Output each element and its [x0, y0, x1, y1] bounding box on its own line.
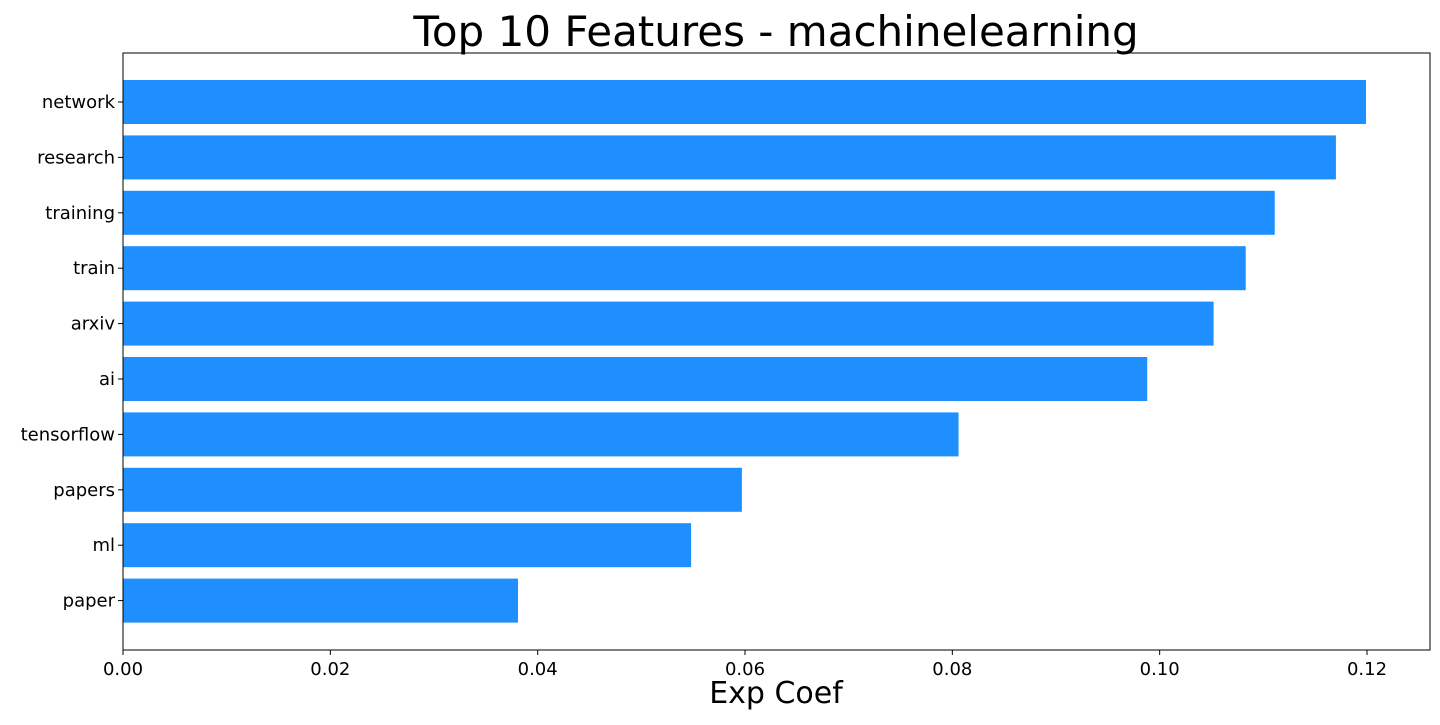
- plot-area-frame: [122, 52, 1431, 651]
- y-tick-label: ml: [92, 535, 115, 556]
- y-tick-label: tensorflow: [21, 424, 115, 445]
- y-tick-label: ai: [99, 369, 115, 390]
- x-tick-label: 0.06: [725, 659, 765, 680]
- bar-research: [123, 135, 1336, 180]
- y-tick-label: arxiv: [71, 314, 116, 335]
- bar-train: [123, 246, 1246, 291]
- bar-arxiv: [123, 301, 1214, 346]
- x-tick-label: 0.08: [932, 659, 972, 680]
- chart-title: Top 10 Features - machinelearning: [412, 7, 1138, 56]
- y-tick-label: paper: [63, 591, 116, 612]
- bar-network: [123, 80, 1366, 124]
- x-tick-label: 0.12: [1347, 659, 1387, 680]
- bar-training: [123, 190, 1275, 235]
- y-tick-label: training: [45, 203, 115, 224]
- y-tick-label: research: [37, 147, 115, 168]
- bar-ml: [123, 523, 692, 568]
- bar-papers: [123, 467, 742, 512]
- bar-ai: [123, 357, 1148, 401]
- bar-paper: [123, 578, 518, 623]
- bar-tensorflow: [123, 412, 959, 457]
- y-tick-label: train: [73, 258, 115, 279]
- x-tick-label: 0.02: [310, 659, 350, 680]
- x-axis-label: Exp Coef: [709, 676, 844, 711]
- x-axis: 0.00 0.02 0.04 0.06 0.08 0.10 0.12: [103, 650, 1387, 680]
- y-tick-label: papers: [53, 480, 115, 501]
- x-tick-label: 0.00: [103, 659, 143, 680]
- bars-layer: [123, 80, 1366, 623]
- y-tick-label: network: [42, 92, 116, 113]
- y-axis: network research training train arxiv ai tenso…: [21, 92, 123, 612]
- x-tick-label: 0.10: [1140, 659, 1180, 680]
- x-tick-label: 0.04: [518, 659, 558, 680]
